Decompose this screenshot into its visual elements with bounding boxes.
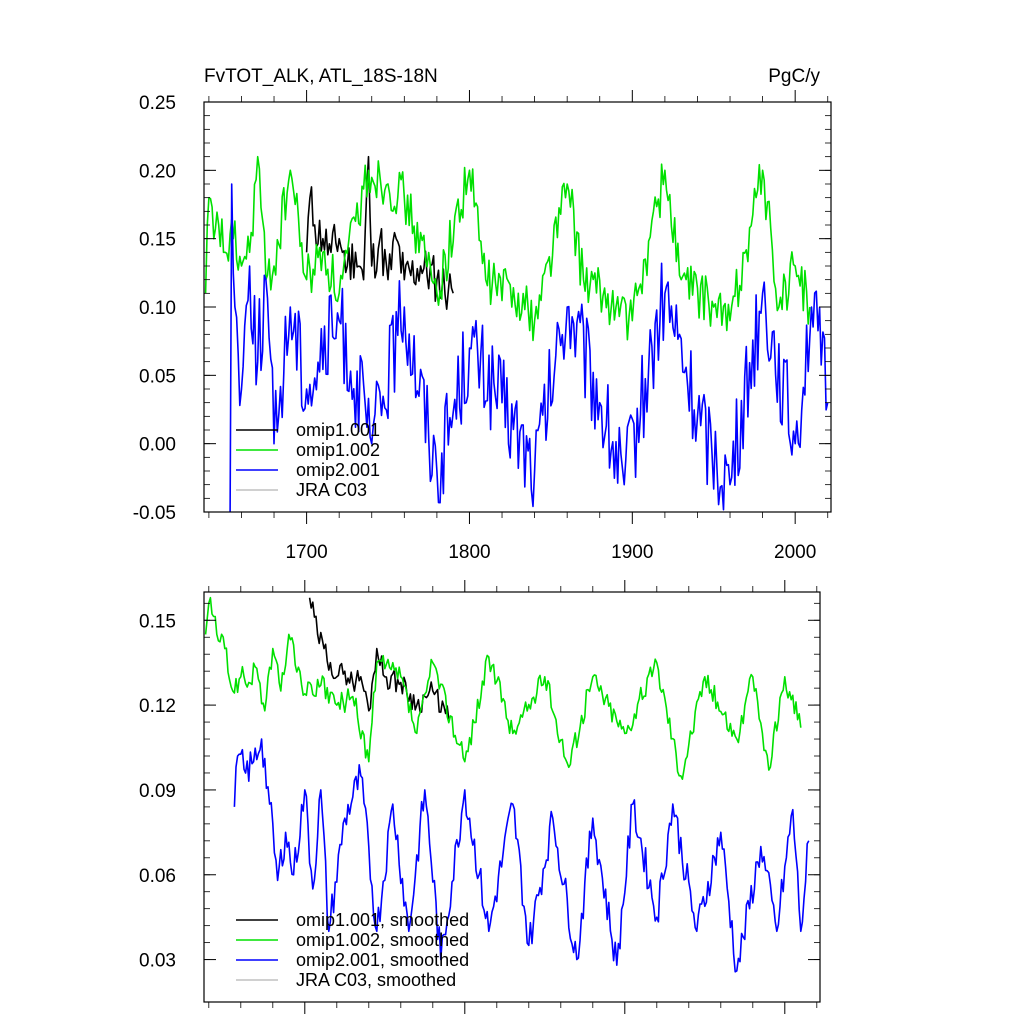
top-axes: -0.05 0.00 0.05 0.10 0.15 0.20 0.25 1700 1800 190…: [133, 90, 831, 563]
series-line-omip1-002: [204, 596, 802, 780]
y-tick-label: 0.12: [139, 696, 176, 717]
y-tick-label: -0.05: [133, 503, 176, 524]
bottom-axes: 0.03 0.06 0.09 0.12 0.15: [139, 580, 820, 1014]
series-line-omip2-001: [233, 738, 810, 973]
y-tick-label: 0.06: [139, 866, 176, 887]
series-line-omip1-002: [204, 155, 811, 342]
series-line-omip1-001: [308, 597, 450, 720]
y-tick-label: 0.15: [139, 230, 176, 251]
series-line-omip1-001: [305, 155, 454, 310]
y-tick-label: 0.03: [139, 951, 176, 972]
x-tick-label: 2000: [774, 542, 816, 563]
legend-label: omip2.001, smoothed: [296, 950, 469, 970]
y-tick-label: 0.10: [139, 298, 176, 319]
y-tick-label: 0.20: [139, 161, 176, 182]
y-tick-label: 0.09: [139, 781, 176, 802]
legend-label: omip1.001, smoothed: [296, 910, 469, 930]
legend-label: omip1.002: [296, 440, 380, 460]
top-units: PgC/y: [768, 66, 820, 87]
bottom-panel: 0.03 0.06 0.09 0.12 0.15 omip1.001, smoothed…: [139, 580, 821, 1014]
y-tick-label: 0.25: [139, 93, 176, 114]
legend-label: JRA C03: [296, 480, 367, 500]
y-tick-label: 0.15: [139, 611, 176, 632]
x-tick-label: 1800: [448, 542, 490, 563]
legend-label: omip1.001: [296, 420, 380, 440]
top-series-group: [204, 155, 829, 513]
x-tick-label: 1900: [611, 542, 653, 563]
y-tick-label: 0.05: [139, 366, 176, 387]
series-line-omip2-001: [229, 183, 829, 513]
top-title: FvTOT_ALK, ATL_18S-18N: [204, 66, 438, 87]
legend-label: JRA C03, smoothed: [296, 970, 456, 990]
x-tick-label: 1700: [285, 542, 327, 563]
legend-label: omip1.002, smoothed: [296, 930, 469, 950]
bottom-plot-frame: [203, 591, 821, 1003]
y-tick-label: 0.00: [139, 435, 176, 456]
top-panel: FvTOT_ALK, ATL_18S-18N PgC/y -0.05 0.00 0.…: [133, 66, 832, 563]
legend-label: omip2.001: [296, 460, 380, 480]
bottom-series-group: [204, 596, 810, 973]
